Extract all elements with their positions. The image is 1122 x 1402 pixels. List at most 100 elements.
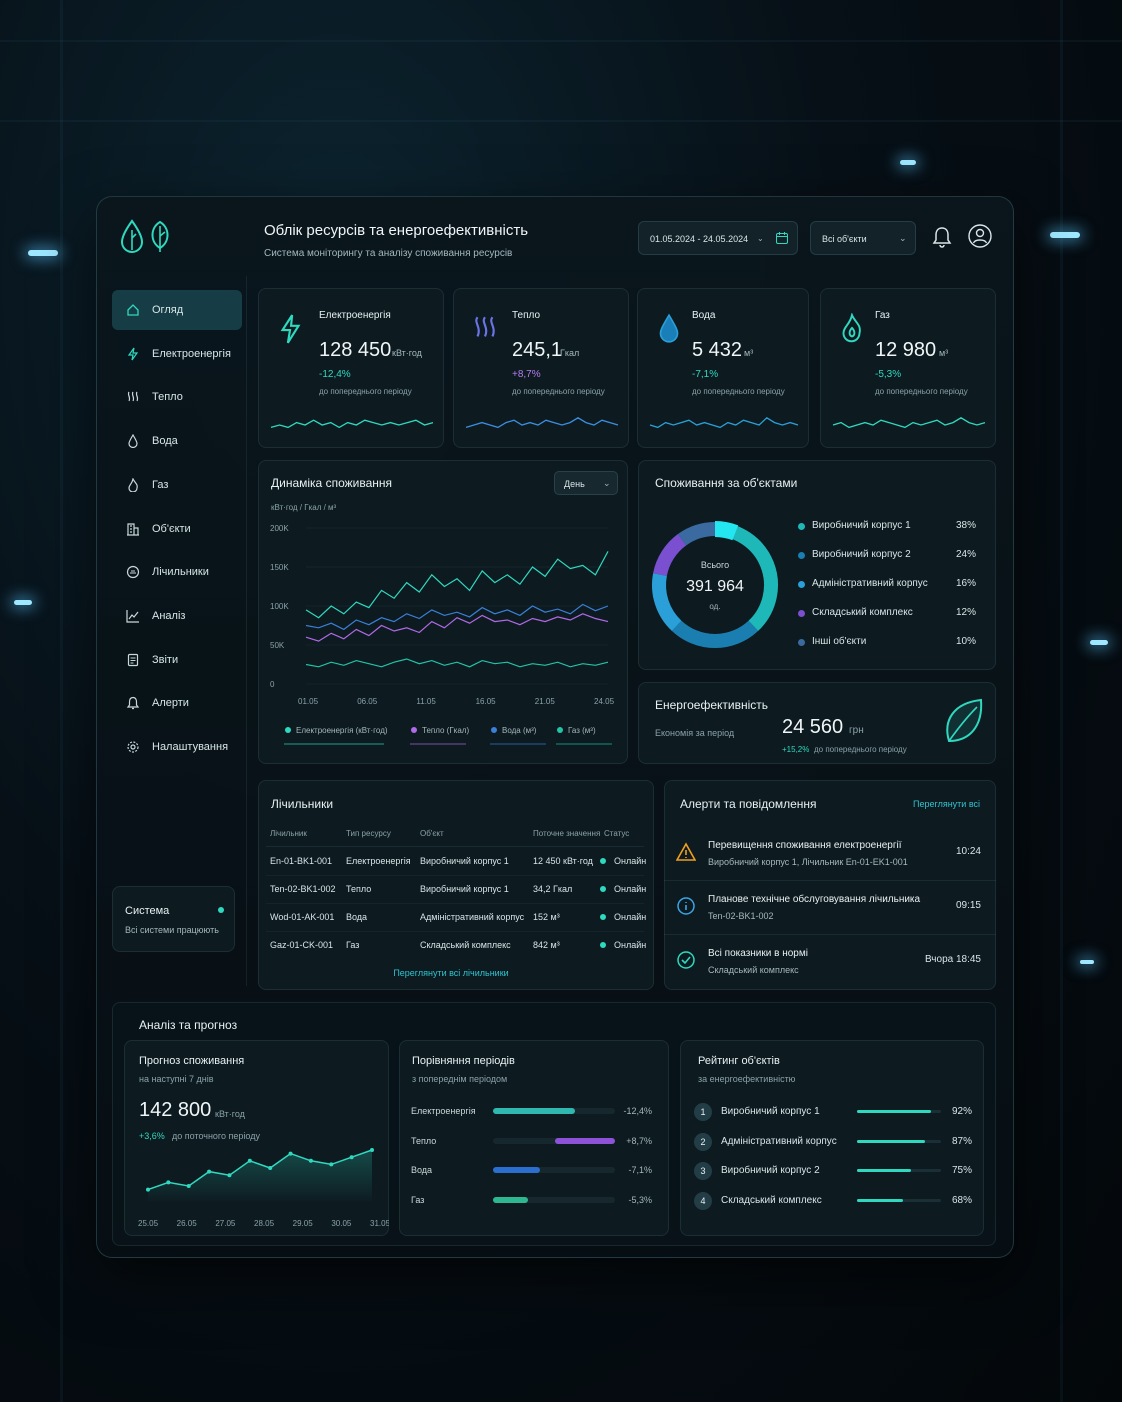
user-avatar-icon[interactable] [968,224,992,253]
analysis-title: Аналіз та прогноз [139,1018,238,1032]
efficiency-unit: грн [849,725,864,736]
forecast-point [349,1155,354,1160]
forecast-point [247,1158,252,1163]
chevron-down-icon: ⌄ [757,234,764,243]
kpi-card[interactable]: Вода 5 432 м³ -7,1% до попереднього періоду [637,288,809,448]
efficiency-label: Економія за період [655,728,735,738]
sidebar-item-8[interactable]: Звіти [112,640,242,680]
sidebar-item-9[interactable]: Алерти [112,683,242,723]
donut-slice[interactable] [671,620,759,648]
table-cell: Тепло [346,884,372,894]
period-select[interactable]: День ⌄ [554,471,618,495]
legend-dot [411,727,417,733]
rank-badge [694,1191,712,1210]
compare-bar [493,1108,575,1114]
sidebar-item-5[interactable]: Об'єкти [112,509,242,549]
x-tick-label: 24.05 [594,697,615,706]
donut-slice[interactable] [652,573,682,631]
kpi-sparkline [649,416,799,429]
chevron-down-icon: ⌄ [603,478,611,488]
objects-select[interactable]: Всі об'єкти ⌄ [810,221,916,255]
status-dot [218,907,224,913]
kpi-card[interactable]: Газ 12 980 м³ -5,3% до попереднього періоду [820,288,996,448]
sidebar-item-2[interactable]: Тепло [112,377,242,417]
view-all-meters-link[interactable]: Переглянути всі лічильники [393,968,509,978]
y-tick-label: 0 [270,680,275,689]
alert-time: 09:15 [955,900,981,911]
kpi-card[interactable]: Електроенергія 128 450 кВт·год -12,4% до поп… [258,288,444,448]
x-tick-label: 31.05 [370,1219,389,1228]
alerts-title: Алерти та повідомлення [680,797,817,811]
alert-sub: Виробничий корпус 1, Лічильник En-01-EK1… [708,857,908,867]
date-range-picker[interactable]: 01.05.2024 - 24.05.2024 ⌄ [638,221,798,255]
y-tick-label: 200K [270,524,289,533]
view-all-alerts-link[interactable]: Переглянути всі [913,799,980,809]
legend-dot [798,639,805,646]
compare-label: Газ [411,1194,425,1205]
efficiency-change: +15,2% [782,745,810,754]
table-divider [266,846,644,847]
sidebar-divider [246,276,247,986]
sidebar-item-0[interactable]: Огляд [112,290,242,330]
page-title: Облік ресурсів та енергоефективність [264,222,529,239]
legend-label: Виробничий корпус 1 [812,520,911,531]
status-dot [600,942,606,948]
column-header: Лічильник [270,829,307,838]
y-tick-label: 150K [270,563,289,572]
rank-number: 1 [700,1107,706,1117]
table-cell: 34,2 Гкал [533,884,573,894]
compare-value: -5,3% [628,1194,652,1205]
table-cell: Wod-01-AK-001 [270,912,335,922]
donut-slice[interactable] [677,522,716,546]
forecast-point [329,1162,334,1167]
y-tick-label: 100K [270,602,289,611]
donut-slice[interactable] [653,534,687,577]
kpi-sparkline [270,419,434,429]
sidebar-item-4[interactable]: Газ [112,465,242,505]
alert-time: Вчора 18:45 [924,954,981,965]
consumption-ylabel: кВт·год / Гкал / м³ [271,503,337,512]
kpi-title: Електроенергія [319,310,391,321]
leaf-icon [941,697,985,754]
sidebar-item-label: Налаштування [152,741,229,753]
compare-label: Електроенергія [411,1106,476,1116]
sidebar-item-6[interactable]: Лічильники [112,552,242,592]
compare-track [493,1137,615,1144]
sidebar-item-1[interactable]: Електроенергія [112,334,242,374]
legend-dot [798,523,805,530]
forecast-value: 142 800 [139,1099,212,1121]
rank-badge [694,1103,712,1121]
alert-item[interactable]: Всі показники в нормі Складський комплекс… [664,934,996,986]
legend-label: Виробничий корпус 2 [812,549,911,560]
kpi-card[interactable]: Тепло 245,1 Гкал +8,7% до попереднього періо… [453,288,629,448]
legend-label: Складський комплекс [812,607,913,618]
alert-sub: Ten-02-BK1-002 [708,911,774,921]
objects-donut-chart [652,521,778,648]
sidebar-item-10[interactable]: Налаштування [112,727,242,767]
kpi-change: +8,7% [512,369,541,380]
kpi-unit: кВт·год [392,348,422,358]
alert-title: Всі показники в нормі [708,948,808,959]
x-tick-label: 29.05 [293,1219,314,1228]
sidebar-item-label: Об'єкти [152,522,191,535]
alert-item[interactable]: Перевищення споживання електроенергії Вир… [664,826,996,878]
sidebar-item-3[interactable]: Вода [112,421,242,461]
period-value: День [564,479,585,489]
alert-item[interactable]: Планове технічне обслуговування лічильни… [664,880,996,932]
system-status-card: Система Всі системи працюють [112,886,235,952]
bell-icon [126,696,140,710]
rating-value: 75% [951,1165,972,1176]
compare-value: -12,4% [623,1106,652,1116]
forecast-note: до поточного періоду [172,1131,260,1141]
bell-icon[interactable] [932,226,952,253]
donut-center-unit: од. [709,602,721,611]
x-tick-label: 25.05 [138,1219,159,1228]
alert-time: 10:24 [955,846,981,857]
kpi-icon [472,313,498,350]
table-cell: Газ [346,940,360,950]
efficiency-title: Енергоефективність [655,698,768,712]
sidebar-item-7[interactable]: Аналіз [112,596,242,636]
forecast-unit: кВт·год [215,1109,245,1119]
date-range-value: 01.05.2024 - 24.05.2024 [650,234,749,244]
rating-name: Виробничий корпус 1 [721,1106,820,1117]
